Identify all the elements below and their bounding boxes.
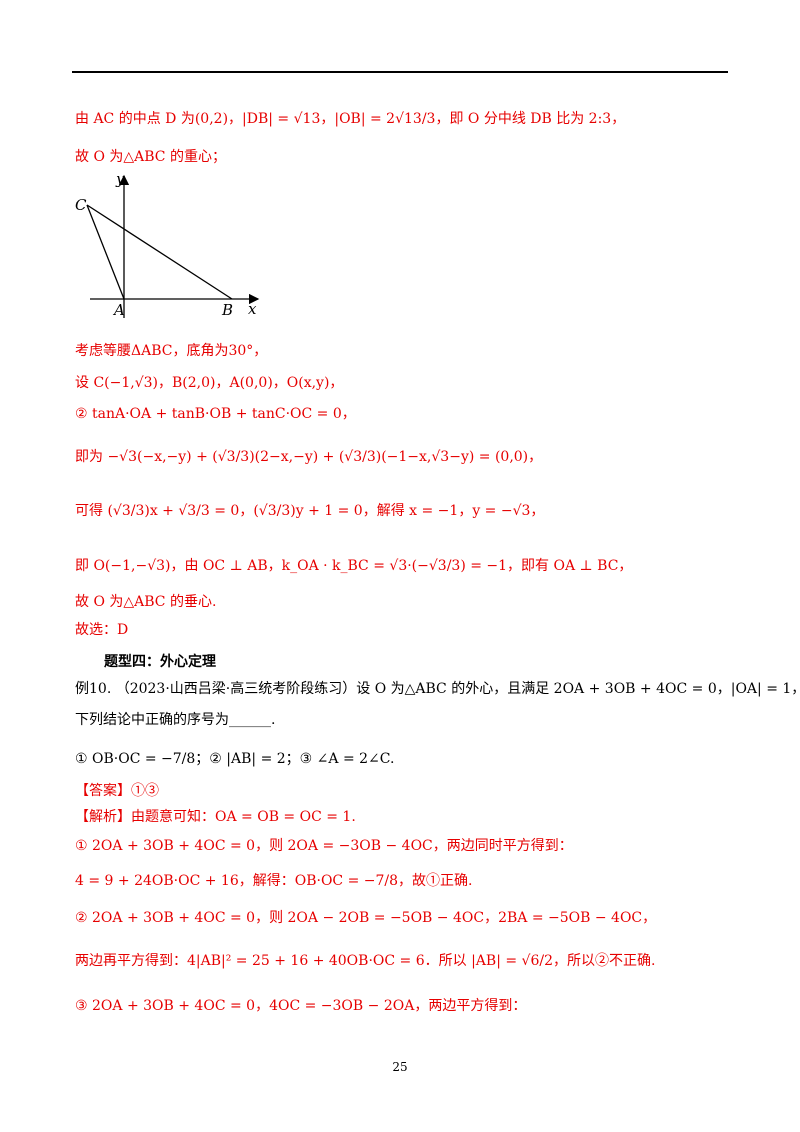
text-line: 例10. （2023·山西吕梁·高三统考阶段练习）设 O 为△ABC 的外心，且… xyxy=(75,681,800,697)
text-line: 故 O 为△ABC 的重心； xyxy=(75,149,226,165)
side-cb xyxy=(86,204,233,300)
figure-label: A xyxy=(112,301,125,319)
figure-label: B xyxy=(221,301,233,319)
text-line: ② 2OA + 3OB + 4OC = 0，则 2OA − 2OB = −5OB… xyxy=(75,910,657,926)
text-line: 即 O(−1,−√3)，由 OC ⊥ AB，k_OA · k_BC = √3·(… xyxy=(75,558,633,574)
text-line: ① 2OA + 3OB + 4OC = 0，则 2OA = −3OB − 4OC… xyxy=(75,838,573,854)
text-line: 考虑等腰ΔABC，底角为30°， xyxy=(75,343,268,359)
text-line: 题型四：外心定理 xyxy=(104,654,216,670)
text-line: 故选：D xyxy=(75,622,129,638)
text-line: 故 O 为△ABC 的垂心. xyxy=(75,594,217,610)
text-line: 两边再平方得到：4|AB|² = 25 + 16 + 40OB·OC = 6．所… xyxy=(75,953,656,969)
text-line: 由 AC 的中点 D 为(0,2)，|DB| = √13，|OB| = 2√13… xyxy=(75,111,626,127)
text-line: 下列结论中正确的序号为______. xyxy=(75,712,276,728)
page-number: 25 xyxy=(392,1060,408,1074)
text-line: 可得 (√3/3)x + √3/3 = 0，(√3/3)y + 1 = 0，解得… xyxy=(75,503,545,519)
text-line: ② tanA·OA + tanB·OB + tanC·OC = 0， xyxy=(75,406,356,422)
text-line: 【解析】由题意可知：OA = OB = OC = 1. xyxy=(75,809,356,825)
header-rule xyxy=(72,71,728,73)
figure-label: C xyxy=(75,196,87,214)
figure-label: y xyxy=(115,170,125,188)
text-line: ① OB·OC = −7/8；② |AB| = 2；③ ∠A = 2∠C. xyxy=(75,751,395,767)
text-line: 设 C(−1,√3)，B(2,0)，A(0,0)，O(x,y)， xyxy=(75,375,344,391)
figure-label: x xyxy=(248,300,257,318)
text-line: 即为 −√3(−x,−y) + (√3/3)(2−x,−y) + (√3/3)(… xyxy=(75,449,543,465)
text-line: 【答案】①③ xyxy=(75,783,159,799)
text-line: ③ 2OA + 3OB + 4OC = 0，4OC = −3OB − 2OA，两… xyxy=(75,998,527,1014)
text-line: 4 = 9 + 24OB·OC + 16，解得：OB·OC = −7/8，故①正… xyxy=(75,873,473,889)
side-ca xyxy=(86,204,125,300)
